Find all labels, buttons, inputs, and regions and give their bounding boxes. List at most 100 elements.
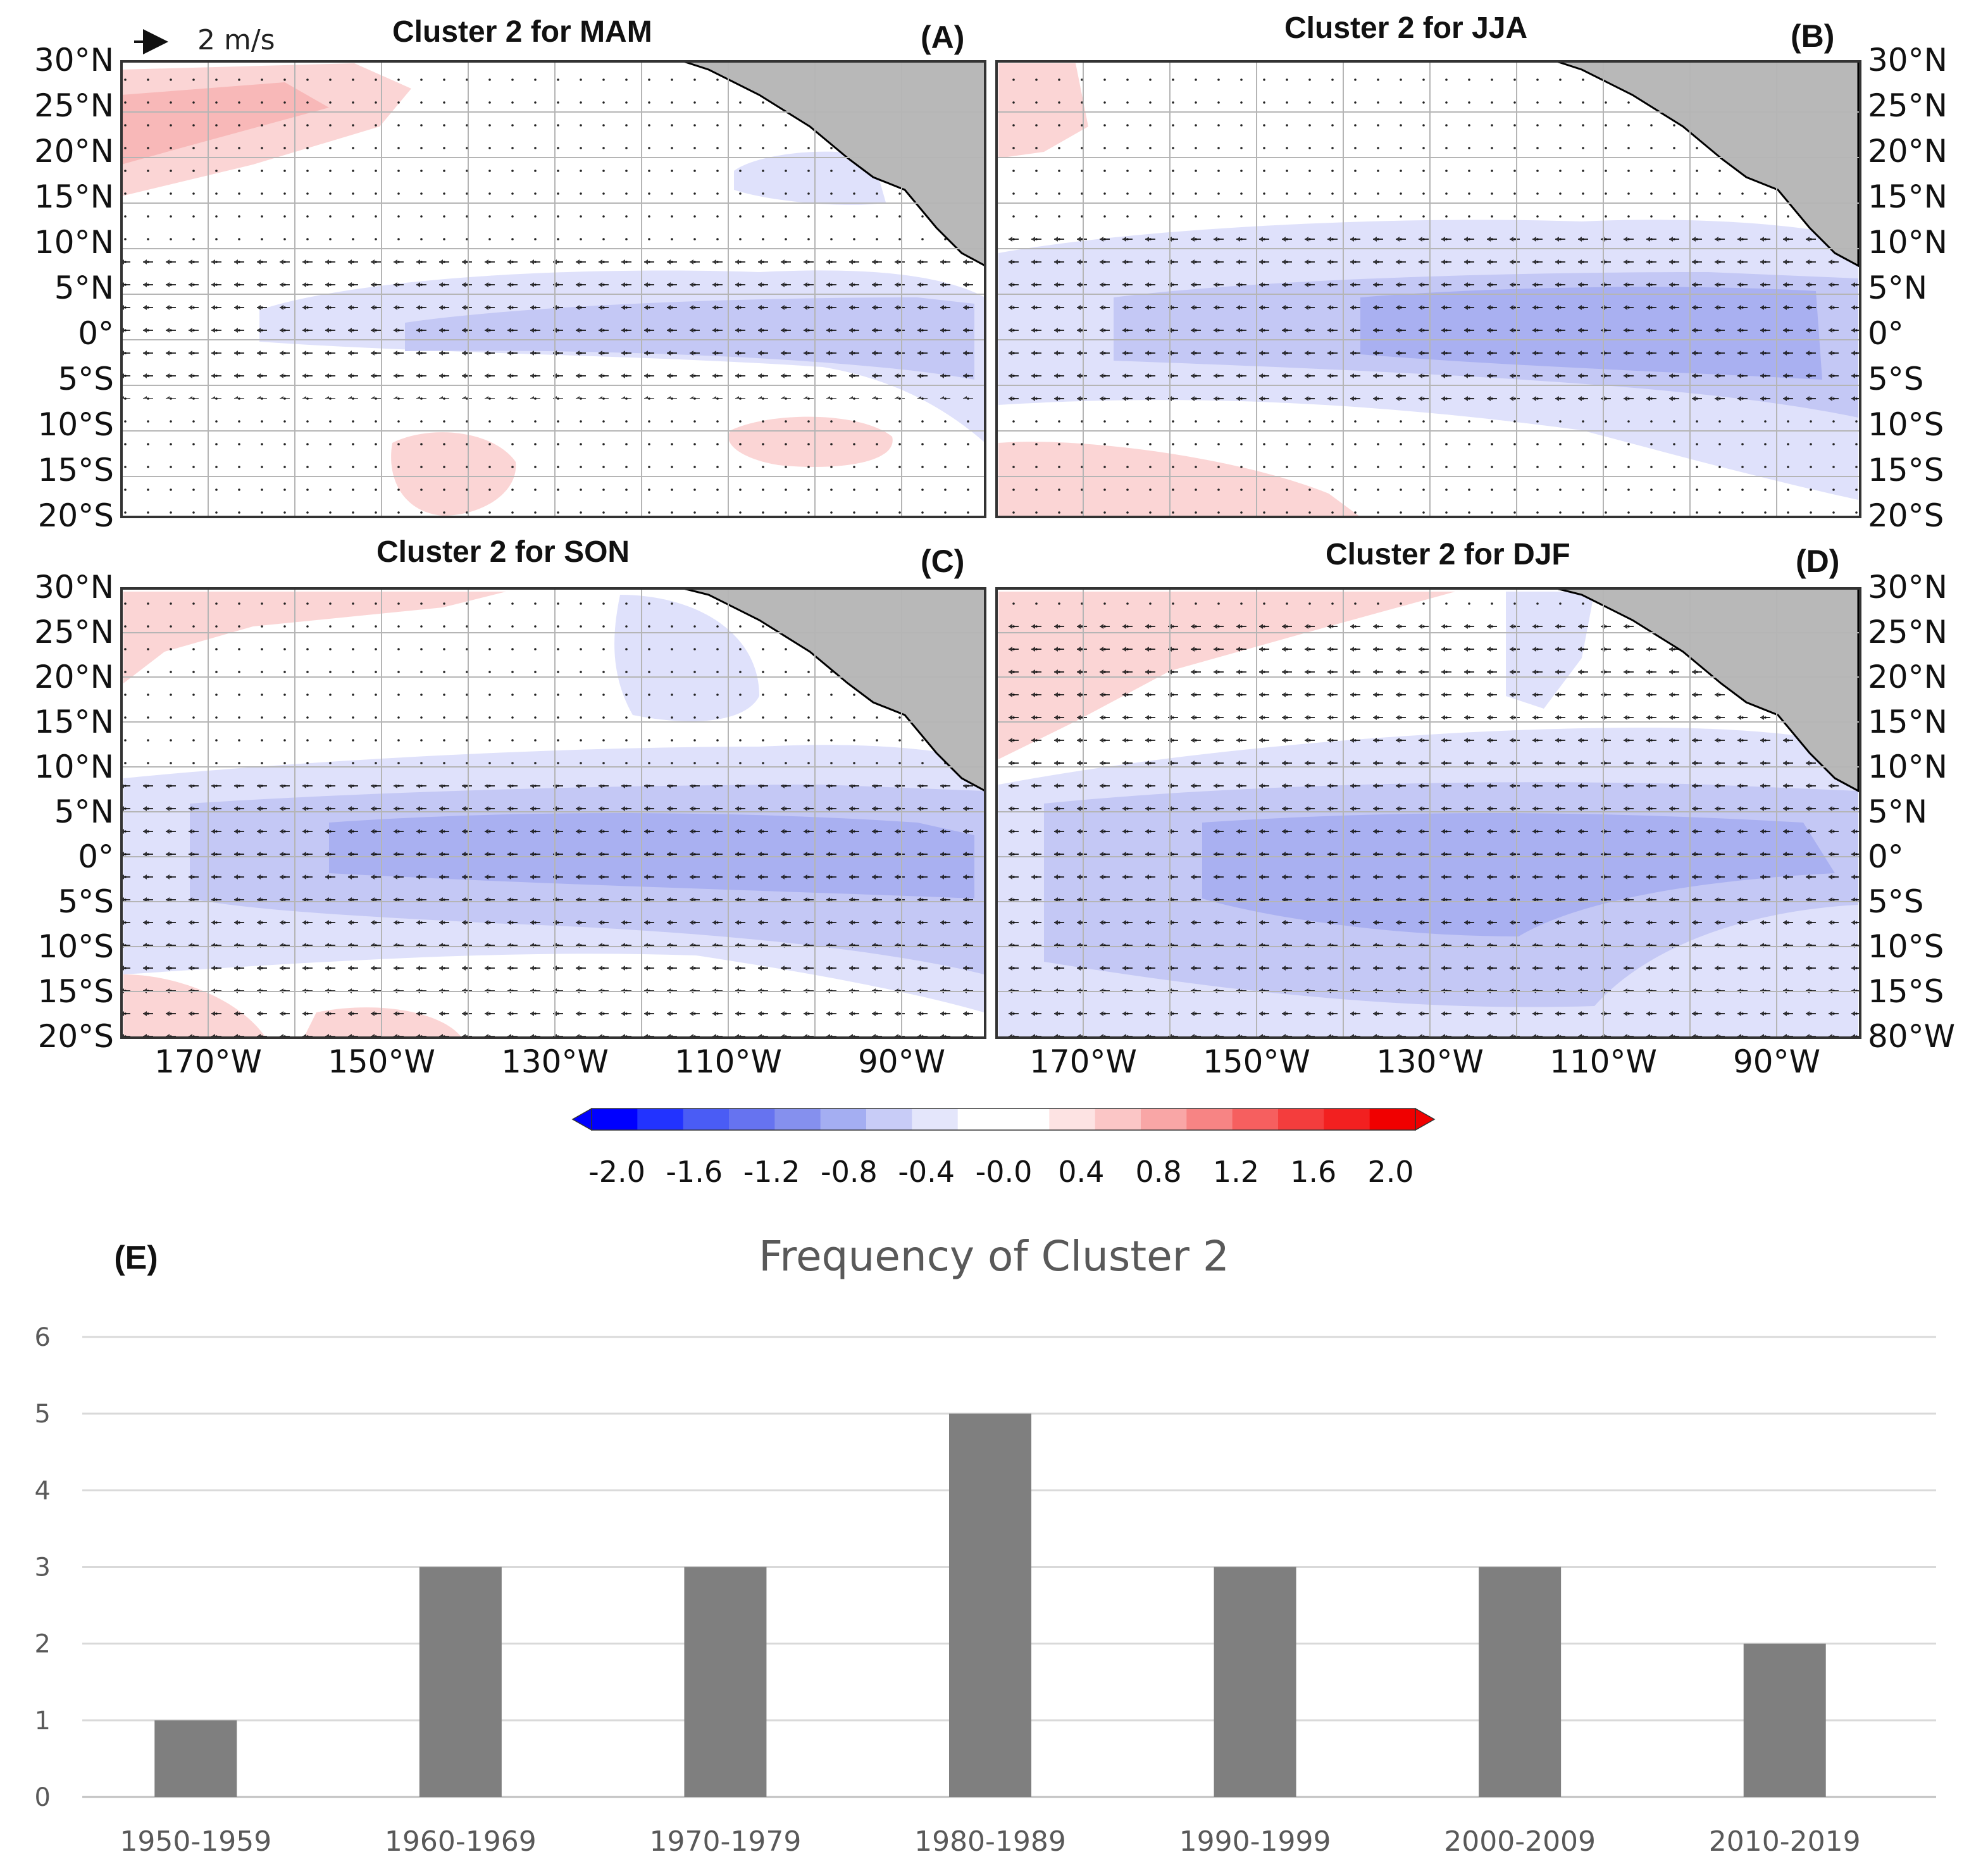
lat-label: 25°N <box>1868 614 1948 650</box>
map-panel-mam: Cluster 2 for MAM (A) <box>120 15 986 518</box>
lat-label: 5°N <box>54 270 114 306</box>
wind-vector-field <box>997 228 1860 418</box>
y-tick-label: 0 <box>35 1783 51 1812</box>
lat-label: 5°S <box>58 883 114 920</box>
colorbar-tick-label: -0.4 <box>898 1155 955 1189</box>
lat-label: 5°S <box>58 361 114 397</box>
map-frame <box>995 60 1861 518</box>
lat-label: 10°N <box>34 224 114 261</box>
lon-label: 170°W <box>1029 1043 1137 1080</box>
lon-label: 170°W <box>154 1043 262 1080</box>
lat-axis-left-bottom: 30°N 25°N 20°N 15°N 10°N 5°N 0° 5°S 10°S… <box>34 569 114 1055</box>
colorbar-tick-label: -2.0 <box>588 1155 645 1189</box>
map-gridlines <box>997 588 1860 1038</box>
bar-1970-1979 <box>684 1567 767 1797</box>
colorbar-swatch <box>774 1109 821 1130</box>
y-axis-tick-labels: 0 1 2 3 4 5 6 <box>35 1323 51 1812</box>
map-panel-djf: Cluster 2 for DJF (D) <box>995 538 1861 1039</box>
panel-tag-b: (B) <box>1791 18 1834 54</box>
lat-label: 25°N <box>34 87 114 124</box>
lat-label: 10°N <box>34 749 114 785</box>
map-title-son: Cluster 2 for SON <box>376 535 630 569</box>
lat-label: 10°S <box>38 928 114 965</box>
lat-label: 20°N <box>1868 133 1948 170</box>
colorbar-swatch <box>1232 1109 1279 1130</box>
lat-label: 5°N <box>1868 270 1927 306</box>
lat-label: 10°S <box>1868 928 1944 965</box>
colorbar-swatch <box>912 1109 959 1130</box>
panel-tag-a: (A) <box>921 20 964 55</box>
map-panel-jja: Cluster 2 for JJA (B) <box>995 11 1861 518</box>
lat-label: 15°N <box>34 178 114 215</box>
colorbar: -2.0 -1.6 -1.2 -0.8 -0.4 -0.0 0.4 0.8 1.2 1.6 2.0 <box>571 1107 1436 1189</box>
colorbar-swatch <box>1003 1109 1050 1130</box>
x-tick-label: 1980-1989 <box>914 1825 1066 1858</box>
lon-label: 90°W <box>1733 1043 1820 1080</box>
lat-label: 30°N <box>1868 569 1948 606</box>
lat-label: 20°N <box>34 659 114 695</box>
lat-axis-right-top: 30°N 25°N 20°N 15°N 10°N 5°N 0° 5°S 10°S… <box>1868 42 1948 534</box>
vector-key: 2 m/s <box>134 24 275 56</box>
colorbar-swatch <box>1278 1109 1324 1130</box>
lon-label: 90°W <box>858 1043 945 1080</box>
y-tick-label: 6 <box>35 1323 51 1352</box>
colorbar-swatch <box>1186 1109 1233 1130</box>
lat-axis-right-bottom: 30°N 25°N 20°N 15°N 10°N 5°N 0° 5°S 10°S… <box>1868 569 1955 1055</box>
y-tick-label: 4 <box>35 1476 51 1505</box>
colorbar-swatch <box>957 1109 1004 1130</box>
lon-axis-left: 170°W 150°W 130°W 110°W 90°W <box>154 1043 945 1080</box>
lat-label: 15°S <box>38 452 114 488</box>
lon-label: 110°W <box>1550 1043 1657 1080</box>
lon-axis-right: 170°W 150°W 130°W 110°W 90°W <box>1029 1043 1820 1080</box>
colorbar-swatches <box>591 1108 1416 1131</box>
colorbar-tick-label: 1.6 <box>1290 1155 1336 1189</box>
lat-label: 15°S <box>1868 973 1944 1010</box>
x-tick-label: 1970-1979 <box>650 1825 802 1858</box>
lon-label: 110°W <box>674 1043 782 1080</box>
bar-1980-1989 <box>949 1414 1031 1797</box>
x-tick-label: 2010-2019 <box>1709 1825 1861 1858</box>
map-title-djf: Cluster 2 for DJF <box>1326 538 1570 571</box>
lat-axis-left-top: 30°N 25°N 20°N 15°N 10°N 5°N 0° 5°S 10°S… <box>34 42 114 534</box>
lat-label: 0° <box>78 838 114 875</box>
lat-label: 0° <box>1868 838 1904 875</box>
colorbar-swatch <box>637 1109 684 1130</box>
colorbar-swatch <box>820 1109 867 1130</box>
colorbar-swatch <box>592 1109 638 1130</box>
lat-label: 15°S <box>38 973 114 1010</box>
lat-label: 25°N <box>34 614 114 650</box>
map-gridlines <box>997 61 1860 517</box>
x-tick-label: 1960-1969 <box>385 1825 537 1858</box>
x-tick-label: 2000-2009 <box>1444 1825 1596 1858</box>
y-tick-label: 1 <box>35 1706 51 1736</box>
lon-label: 150°W <box>1203 1043 1310 1080</box>
lat-label: 5°N <box>54 793 114 830</box>
panel-tag-e: (E) <box>114 1240 158 1276</box>
colorbar-swatch <box>729 1109 775 1130</box>
lon-label: 130°W <box>1376 1043 1484 1080</box>
colorbar-max-arrow <box>1415 1107 1436 1131</box>
bar-1960-1969 <box>419 1567 502 1797</box>
colorbar-swatch <box>1049 1109 1096 1130</box>
x-axis-tick-labels: 1950-1959 1960-1969 1970-1979 1980-1989 1990… <box>120 1825 1860 1858</box>
map-panel-son: Cluster 2 for SON (C) <box>120 535 986 1039</box>
lat-label: 0° <box>78 315 114 352</box>
lat-label: 5°S <box>1868 883 1924 920</box>
panel-tag-d: (D) <box>1796 544 1839 579</box>
colorbar-swatch <box>1369 1109 1416 1130</box>
colorbar-swatch <box>1324 1109 1370 1130</box>
lat-label: 30°N <box>1868 42 1948 78</box>
lat-label: 5°S <box>1868 361 1924 397</box>
map-gridlines <box>121 61 985 517</box>
panel-tag-c: (C) <box>921 544 964 579</box>
colorbar-tick-labels: -2.0 -1.6 -1.2 -0.8 -0.4 -0.0 0.4 0.8 1.2 1.6 2.0 <box>588 1155 1413 1189</box>
map-frame <box>120 60 986 518</box>
colorbar-tick-label: -1.2 <box>743 1155 800 1189</box>
lat-label: 15°S <box>1868 452 1944 488</box>
map-gridlines <box>121 588 985 1038</box>
colorbar-swatch <box>683 1109 730 1130</box>
colorbar-tick-label: 2.0 <box>1367 1155 1413 1189</box>
bar-2010-2019 <box>1743 1643 1826 1797</box>
lat-label: 30°N <box>34 569 114 606</box>
